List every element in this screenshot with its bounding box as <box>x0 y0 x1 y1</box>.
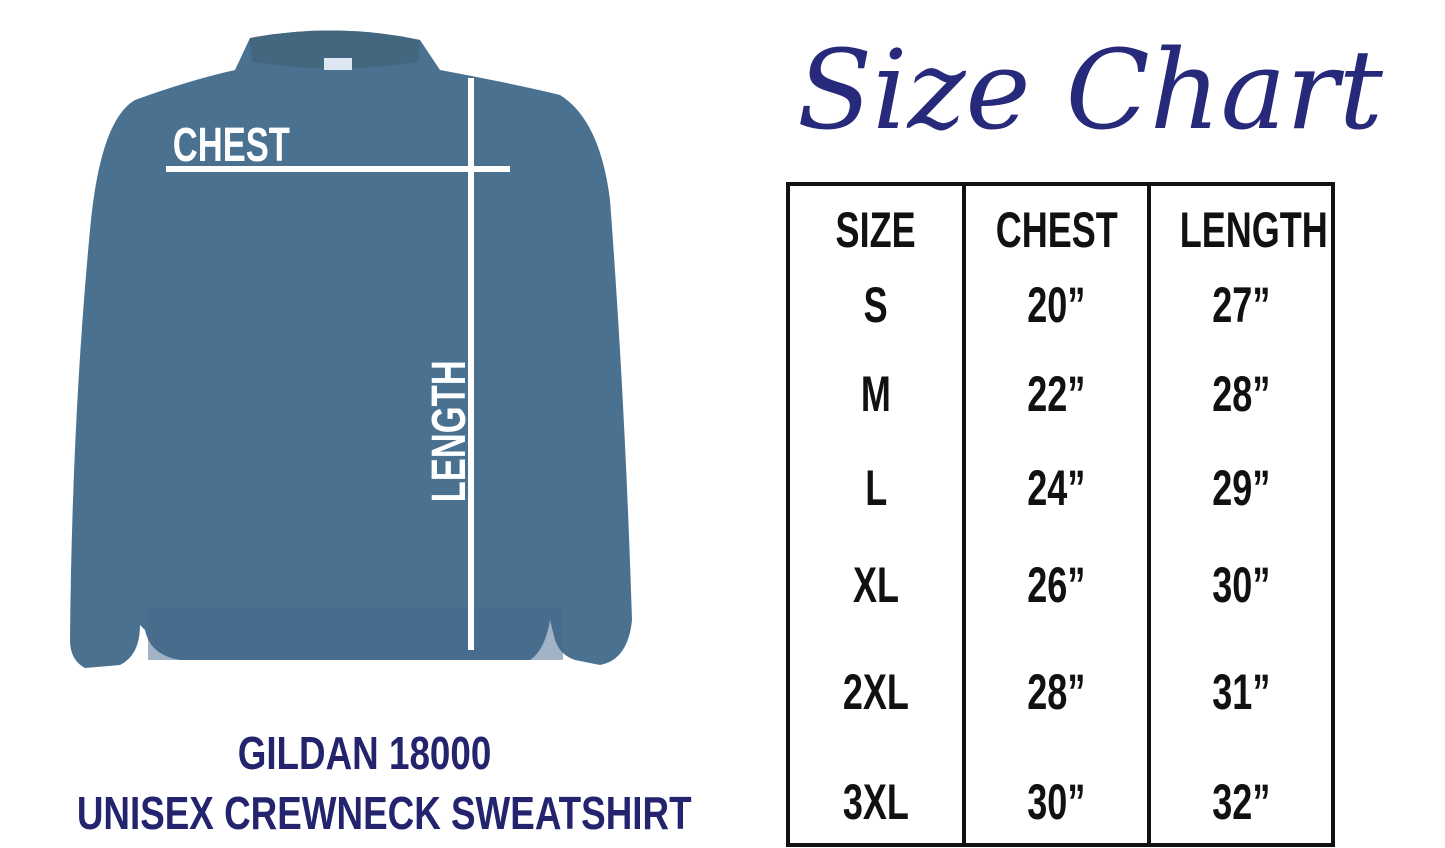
product-caption: UNISEX CREWNECK SWEATSHIRT <box>76 787 692 839</box>
column-header: CHEST <box>966 200 1147 260</box>
table-cell-text: XL <box>852 557 900 613</box>
table-cell: 28” <box>1151 364 1331 424</box>
table-cell: M <box>790 364 962 424</box>
table-cell: 27” <box>1151 275 1331 335</box>
table-cell: S <box>790 275 962 335</box>
table-cell-text: 28” <box>1027 664 1086 720</box>
table-cell-text: 32” <box>1211 774 1271 830</box>
table-cell-text: L <box>864 460 887 516</box>
table-cell-text: 3XL <box>842 774 910 830</box>
table-cell: 20” <box>966 275 1147 335</box>
column-header-text: SIZE <box>835 202 917 258</box>
column-divider <box>1147 186 1151 843</box>
table-cell-text: 22” <box>1027 366 1086 422</box>
sweatshirt-image <box>70 30 632 669</box>
table-cell-text: M <box>861 366 891 422</box>
table-cell: 2XL <box>790 662 962 722</box>
column-header-text: LENGTH <box>1179 202 1328 258</box>
length-measure-line <box>468 78 474 650</box>
chest-measure-line <box>166 166 510 172</box>
table-cell-text: 28” <box>1211 366 1271 422</box>
table-cell: 30” <box>1151 555 1331 615</box>
table-cell: 30” <box>966 772 1147 832</box>
length-label: LENGTH <box>423 360 476 503</box>
table-cell-text: 31” <box>1211 664 1271 720</box>
table-cell-text: 20” <box>1027 277 1086 333</box>
table-cell: L <box>790 458 962 518</box>
table-cell-text: 24” <box>1027 460 1086 516</box>
table-cell: 29” <box>1151 458 1331 518</box>
column-header-text: CHEST <box>995 202 1118 258</box>
table-cell-text: 30” <box>1211 557 1271 613</box>
table-cell-text: 29” <box>1211 460 1271 516</box>
chest-label: CHEST <box>172 119 290 172</box>
table-cell-text: 30” <box>1027 774 1086 830</box>
column-header: LENGTH <box>1151 200 1331 260</box>
size-table: SIZE CHEST LENGTH S 20” 27” M 22” 28” L 24” 29” XL 26… <box>786 182 1335 847</box>
column-header: SIZE <box>790 200 962 260</box>
table-cell: 22” <box>966 364 1147 424</box>
table-cell: 26” <box>966 555 1147 615</box>
table-cell: 31” <box>1151 662 1331 722</box>
table-cell-text: 26” <box>1027 557 1086 613</box>
table-cell: 3XL <box>790 772 962 832</box>
table-cell: XL <box>790 555 962 615</box>
table-cell: 24” <box>966 458 1147 518</box>
table-cell-text: S <box>863 277 889 333</box>
size-chart-title: Size Chart <box>797 26 1383 154</box>
column-divider <box>962 186 966 843</box>
table-cell-text: 2XL <box>842 664 910 720</box>
brand-caption: GILDAN 18000 <box>238 727 492 779</box>
table-cell: 32” <box>1151 772 1331 832</box>
table-cell-text: 27” <box>1211 277 1271 333</box>
table-cell: 28” <box>966 662 1147 722</box>
